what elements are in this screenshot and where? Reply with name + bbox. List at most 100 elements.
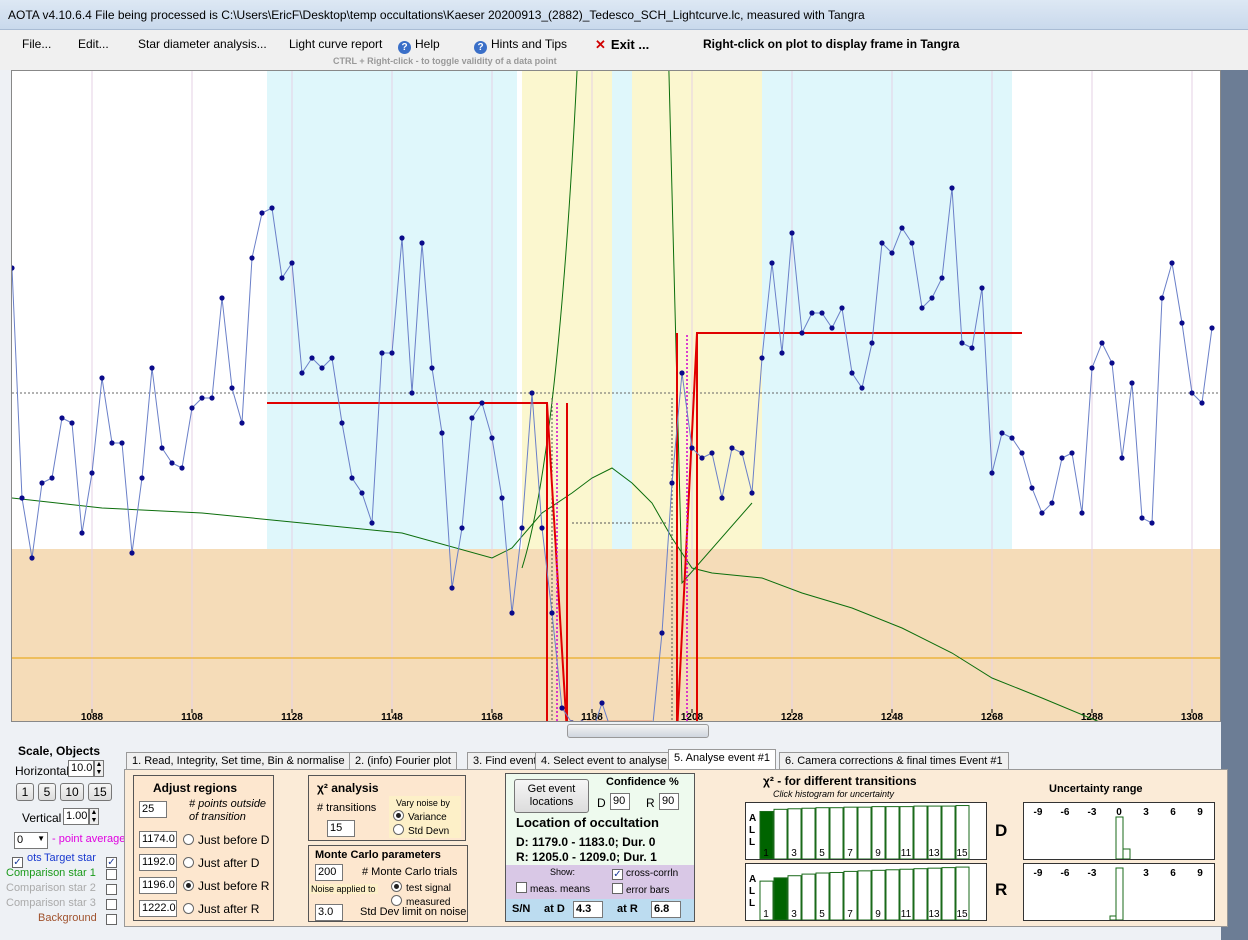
point-average-select[interactable]: 0 ▼ bbox=[14, 832, 48, 849]
noise-applied-label: Noise applied to bbox=[309, 884, 378, 894]
confidence-r-input[interactable]: 90 bbox=[659, 793, 679, 810]
horizontal-scale-input[interactable]: 10.0 bbox=[68, 760, 94, 777]
data-point bbox=[1169, 260, 1175, 266]
menu-star-diameter[interactable]: Star diameter analysis... bbox=[138, 37, 267, 51]
confidence-label: Confidence % bbox=[606, 776, 679, 788]
data-point bbox=[339, 420, 345, 426]
menu-edit[interactable]: Edit... bbox=[78, 37, 109, 51]
all-label-letter: A bbox=[749, 813, 756, 824]
test-signal-radio[interactable]: test signal bbox=[391, 881, 451, 894]
std-dev-limit-input[interactable]: 3.0 bbox=[315, 904, 343, 921]
data-point bbox=[979, 285, 985, 291]
points-outside-input[interactable]: 25 bbox=[139, 801, 167, 818]
comparison-star-1-checkbox[interactable] bbox=[106, 868, 120, 882]
tab-select-event[interactable]: 4. Select event to analyse bbox=[535, 752, 673, 770]
meas-means-checkbox[interactable]: meas. means bbox=[516, 882, 590, 895]
histogram-bar bbox=[941, 805, 956, 860]
data-point bbox=[1019, 450, 1025, 456]
menu-help[interactable]: ? Help bbox=[398, 37, 440, 54]
histogram-bar bbox=[913, 805, 928, 860]
region-input[interactable]: 1196.0 bbox=[139, 877, 177, 894]
tab-fourier-plot[interactable]: 2. (info) Fourier plot bbox=[349, 752, 457, 770]
background-checkbox[interactable] bbox=[106, 913, 120, 927]
light-curve-chart[interactable]: 1088 1108 1128 1148 1168 1188 1208 1228 1248 1268… bbox=[12, 71, 1221, 722]
measured-radio[interactable]: measured bbox=[391, 895, 450, 908]
region-radio[interactable]: Just after R bbox=[183, 902, 259, 916]
vertical-scale-input[interactable]: 1.00 bbox=[63, 808, 89, 825]
data-point bbox=[169, 460, 175, 466]
data-point bbox=[989, 470, 995, 476]
scale-title: Scale, Objects bbox=[18, 744, 101, 758]
uncertainty-tick-label: -9 bbox=[1034, 807, 1043, 818]
data-point bbox=[69, 420, 75, 426]
checkbox-icon bbox=[106, 899, 117, 910]
data-point bbox=[839, 305, 845, 311]
monte-carlo-trials-input[interactable]: 200 bbox=[315, 864, 343, 881]
menu-hints[interactable]: ? Hints and Tips bbox=[474, 37, 567, 54]
error-bars-checkbox[interactable]: error bars bbox=[612, 883, 669, 896]
uncertainty-tick-label: -6 bbox=[1061, 807, 1070, 818]
preset-15-button[interactable]: 15 bbox=[88, 783, 112, 801]
x-tick-label: 1288 bbox=[1081, 712, 1104, 722]
preset-5-button[interactable]: 5 bbox=[38, 783, 56, 801]
vertical-label: Vertical bbox=[22, 811, 62, 825]
data-point bbox=[869, 340, 875, 346]
uncertainty-tick-label: 6 bbox=[1170, 807, 1176, 818]
d-chi-histogram[interactable]: A L L 1 3 5 7 9 11 13 15 bbox=[745, 802, 987, 860]
data-point bbox=[329, 355, 335, 361]
tab-camera-corrections[interactable]: 6. Camera corrections & final times Even… bbox=[779, 752, 1009, 770]
cross-corr-checkbox[interactable]: ✓ cross-corrln bbox=[612, 868, 678, 880]
show-options: Show: meas. means ✓ cross-corrln error ba… bbox=[506, 865, 694, 899]
region-radio[interactable]: Just after D bbox=[183, 856, 259, 870]
data-point bbox=[359, 490, 365, 496]
data-point bbox=[729, 445, 735, 451]
menu-file[interactable]: File... bbox=[22, 37, 52, 51]
data-point bbox=[179, 465, 185, 471]
scrollbar-thumb[interactable] bbox=[567, 724, 709, 738]
comparison-star-3-checkbox[interactable] bbox=[106, 898, 120, 912]
get-event-locations-button[interactable]: Get event locations bbox=[514, 779, 589, 813]
region-input[interactable]: 1174.0 bbox=[139, 831, 177, 848]
data-point bbox=[1119, 455, 1125, 461]
comparison-star-2-checkbox[interactable] bbox=[106, 883, 120, 897]
data-point bbox=[489, 435, 495, 441]
tab-find-events[interactable]: 3. Find events bbox=[467, 752, 549, 770]
horizontal-spinner[interactable]: ▲ ▼ bbox=[94, 760, 104, 777]
transitions-input[interactable]: 15 bbox=[327, 820, 355, 837]
variance-radio[interactable]: Variance bbox=[393, 810, 447, 823]
region-input[interactable]: 1192.0 bbox=[139, 854, 177, 871]
menu-exit[interactable]: ✕ Exit ... bbox=[595, 37, 649, 53]
event-level-region bbox=[12, 549, 1220, 721]
vary-noise-group: Vary noise by Variance Std Devn bbox=[389, 796, 461, 838]
menu-light-curve-report[interactable]: Light curve report bbox=[289, 37, 383, 51]
preset-10-button[interactable]: 10 bbox=[60, 783, 84, 801]
confidence-d-input[interactable]: 90 bbox=[610, 793, 630, 810]
preset-1-button[interactable]: 1 bbox=[16, 783, 34, 801]
data-point bbox=[229, 385, 235, 391]
points-outside-label: # points outside of transition bbox=[189, 798, 267, 823]
tab-analyse-event[interactable]: 5. Analyse event #1 bbox=[668, 749, 777, 770]
histogram-tick-label: 9 bbox=[875, 909, 881, 920]
stddev-radio[interactable]: Std Devn bbox=[393, 824, 449, 837]
target-star-checkbox[interactable]: ✓ bbox=[106, 853, 120, 868]
histogram-tick-label: 13 bbox=[928, 848, 940, 859]
region-radio[interactable]: Just before D bbox=[183, 833, 269, 847]
data-point bbox=[12, 265, 15, 271]
dots-checkbox[interactable]: ✓ bbox=[12, 853, 26, 868]
light-curve-plot[interactable]: 1088 1108 1128 1148 1168 1188 1208 1228 1248 1268… bbox=[11, 70, 1221, 722]
x-tick-label: 1228 bbox=[781, 712, 804, 722]
region-input[interactable]: 1222.0 bbox=[139, 900, 177, 917]
data-point bbox=[849, 370, 855, 376]
plot-scrollbar[interactable] bbox=[11, 722, 1221, 740]
vertical-spinner[interactable]: ▲ ▼ bbox=[89, 808, 99, 825]
comparison-star-line bbox=[12, 467, 1099, 721]
data-point bbox=[419, 240, 425, 246]
histogram-tick-label: 1 bbox=[763, 848, 769, 859]
region-label: Just before R bbox=[198, 879, 270, 893]
region-radio[interactable]: Just before R bbox=[183, 879, 269, 893]
tab-read-integrity[interactable]: 1. Read, Integrity, Set time, Bin & norm… bbox=[126, 752, 351, 770]
r-chi-histogram[interactable]: A L L 1 3 5 7 9 11 13 15 bbox=[745, 863, 987, 921]
x-tick-label: 1308 bbox=[1181, 712, 1204, 722]
